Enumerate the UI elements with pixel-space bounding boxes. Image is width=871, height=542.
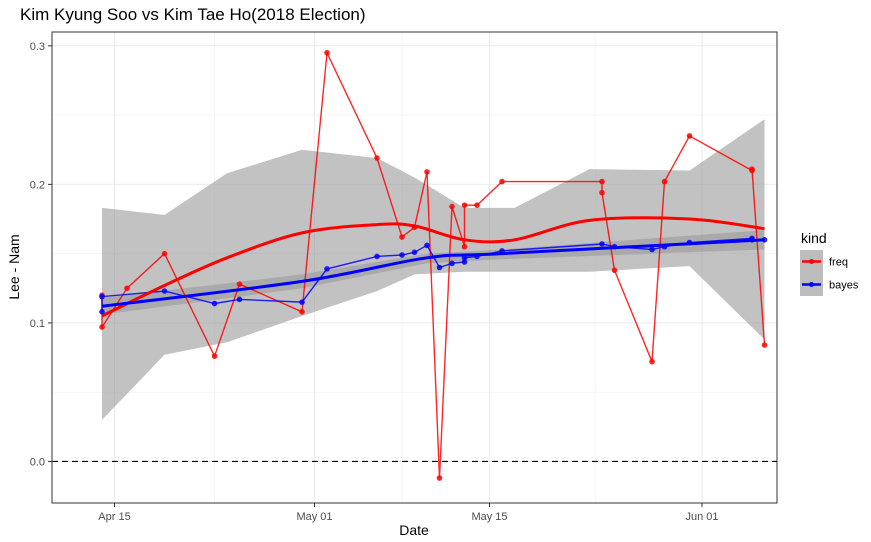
smooth-lines: [101, 216, 765, 318]
freq-data-point: [436, 475, 443, 481]
freq-data-point: [686, 133, 693, 139]
bayes-data-point: [161, 288, 168, 294]
freq-data-point: [399, 234, 405, 240]
y-tick-label: 0.1: [30, 318, 45, 330]
freq-data-point: [474, 202, 480, 208]
axes: 0.0 0.1 0.2 0.3 Apr 15 May 01 May 15 Jun 01: [30, 41, 719, 523]
bayes-data-point: [649, 246, 655, 253]
bayes-data-point: [236, 296, 243, 303]
bayes-data-point: [424, 242, 430, 249]
bayes-data-point: [99, 293, 105, 300]
bayes-data-point: [436, 264, 443, 271]
chart-title: Kim Kyung Soo vs Kim Tae Ho(2018 Electio…: [20, 5, 366, 24]
bayes-data-point: [299, 299, 305, 305]
x-tick-label: May 01: [296, 511, 332, 523]
freq-smooth-line: [101, 216, 765, 318]
bayes-data-point: [449, 260, 455, 267]
legend-point-freq: [809, 259, 814, 264]
legend-label-bayes: bayes: [829, 280, 859, 292]
freq-data-point: [599, 178, 605, 185]
legend-point-bayes: [809, 282, 814, 287]
freq-data-point: [161, 250, 168, 257]
bayes-data-point: [461, 259, 468, 265]
legend-label-freq: freq: [829, 257, 848, 269]
freq-data-point: [749, 166, 755, 172]
freq-data-point: [299, 309, 305, 315]
freq-data-point: [236, 281, 243, 287]
bayes-smooth-line: [101, 238, 765, 308]
freq-data-point: [99, 324, 105, 330]
freq-data-point: [461, 243, 468, 250]
bayes-data-point: [324, 266, 330, 272]
bayes-data-point: [211, 300, 218, 307]
y-tick-label: 0.0: [30, 456, 45, 468]
x-tick-label: Apr 15: [98, 511, 130, 523]
y-tick-label: 0.3: [30, 41, 45, 53]
y-tick-label: 0.2: [30, 179, 45, 191]
bayes-data-point: [374, 253, 380, 260]
confidence-bands: [102, 119, 765, 420]
freq-data-point: [424, 169, 430, 175]
freq-data-point: [461, 202, 468, 208]
plot-border: [51, 31, 778, 504]
bayes-data-point: [599, 241, 605, 247]
freq-data-point: [599, 189, 605, 196]
bayes-data-point: [99, 309, 105, 315]
bayes-confidence-band: [102, 230, 765, 315]
y-axis-title: Lee - Nam: [6, 234, 22, 299]
freq-data-point: [124, 285, 130, 292]
legend-title: kind: [801, 230, 827, 246]
bayes-data-point: [399, 252, 405, 258]
freq-data-point: [661, 178, 668, 185]
freq-data-point: [449, 203, 455, 210]
freq-data-point: [649, 358, 655, 365]
freq-data-point: [611, 267, 618, 274]
freq-data-point: [211, 353, 218, 359]
freq-data-point: [499, 178, 505, 185]
freq-data-point: [324, 49, 330, 56]
legend: kind freq bayes: [800, 230, 859, 296]
x-axis-title: Date: [399, 522, 429, 538]
freq-confidence-band: [102, 119, 765, 420]
x-tick-label: May 15: [471, 511, 507, 523]
data-series: [99, 49, 768, 481]
bayes-data-point: [411, 249, 418, 256]
freq-data-point: [374, 155, 380, 161]
freq-data-point: [761, 342, 768, 348]
x-tick-label: Jun 01: [685, 511, 718, 523]
